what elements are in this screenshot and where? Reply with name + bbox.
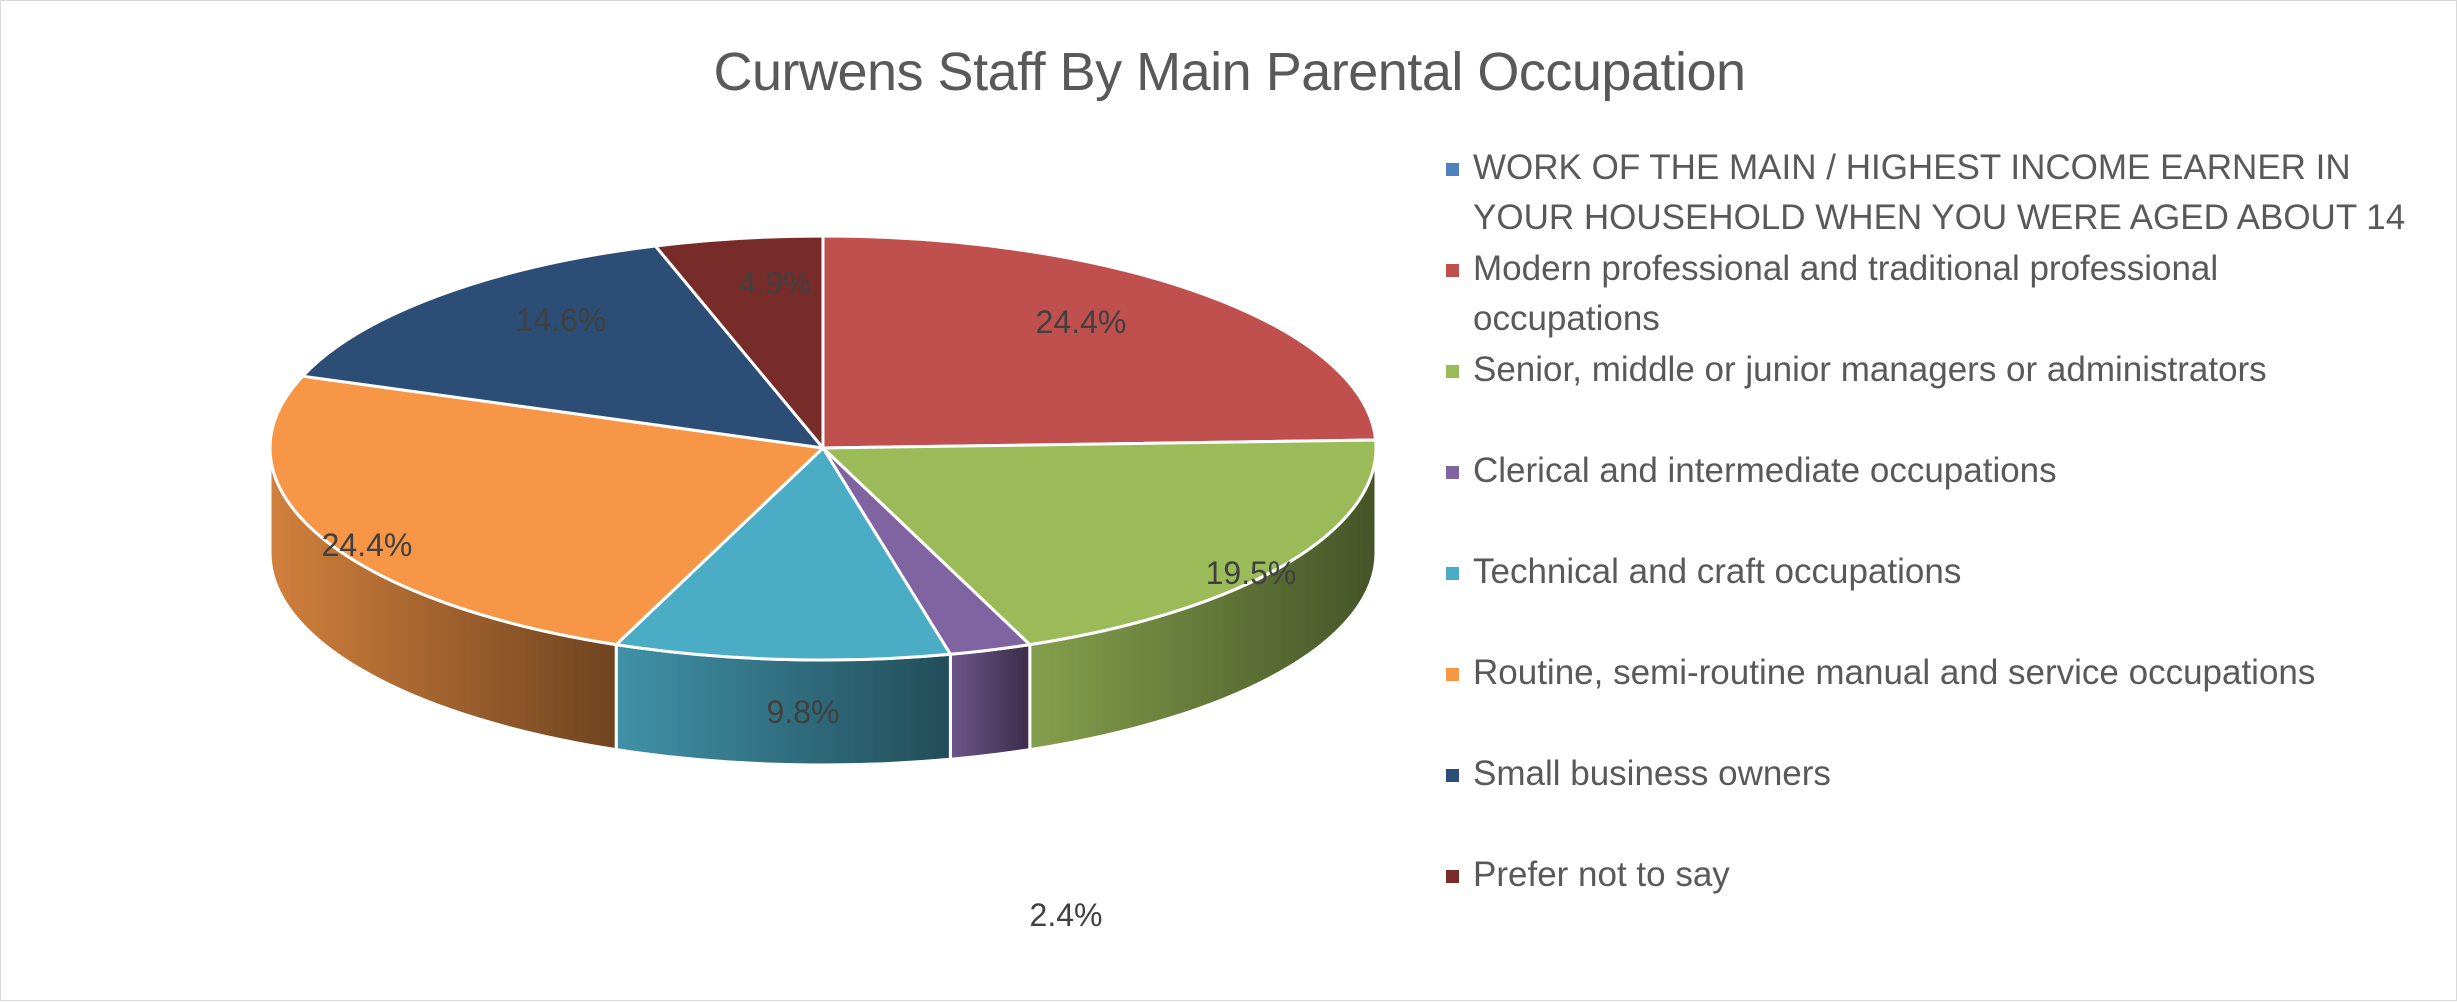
legend-item-prefer-not: Prefer not to say — [1446, 850, 2433, 900]
data-label: 24.4% — [1036, 304, 1127, 340]
legend-label: Technical and craft occupations — [1473, 552, 1962, 591]
legend-swatch-icon — [1446, 466, 1459, 479]
pie-slice[interactable] — [821, 438, 1378, 647]
legend-label: WORK OF THE MAIN / HIGHEST INCOME EARNER… — [1473, 148, 2406, 237]
data-label: 4.9% — [739, 265, 812, 301]
pie-slice[interactable] — [821, 234, 1378, 450]
legend-item-technical: Technical and craft occupations — [1446, 547, 2433, 597]
legend-label: Routine, semi-routine manual and service… — [1473, 653, 2316, 692]
legend-label: Prefer not to say — [1473, 855, 1730, 894]
legend-label: Clerical and intermediate occupations — [1473, 451, 2057, 490]
legend-label: Small business owners — [1473, 754, 1831, 793]
data-label: 24.4% — [322, 527, 413, 563]
data-label: 14.6% — [516, 302, 607, 338]
legend-item-header: WORK OF THE MAIN / HIGHEST INCOME EARNER… — [1446, 143, 2433, 243]
legend-item-managers: Senior, middle or junior managers or adm… — [1446, 345, 2433, 395]
pie-slice[interactable] — [614, 446, 952, 662]
legend-item-routine: Routine, semi-routine manual and service… — [1446, 648, 2433, 698]
legend-item-modern-professional: Modern professional and traditional prof… — [1446, 244, 2353, 344]
legend-item-clerical: Clerical and intermediate occupations — [1446, 446, 2433, 496]
legend-swatch-icon — [1446, 567, 1459, 580]
data-label: 9.8% — [767, 694, 840, 730]
legend-label: Modern professional and traditional prof… — [1473, 249, 2219, 338]
legend-swatch-icon — [1446, 365, 1459, 378]
pie-slice[interactable] — [268, 374, 825, 647]
pie-slice[interactable] — [301, 244, 825, 450]
data-label: 19.5% — [1206, 555, 1297, 591]
legend-swatch-icon — [1446, 870, 1459, 883]
legend-swatch-icon — [1446, 668, 1459, 681]
legend-item-small-business: Small business owners — [1446, 749, 2433, 799]
data-label: 2.4% — [1030, 897, 1103, 933]
legend-swatch-icon — [1446, 163, 1459, 176]
legend-label: Senior, middle or junior managers or adm… — [1473, 350, 2267, 389]
pie-top — [268, 234, 1378, 662]
legend-swatch-icon — [1446, 264, 1459, 277]
pie-slice-side — [948, 642, 1032, 761]
pie-slice[interactable] — [653, 234, 825, 450]
legend-swatch-icon — [1446, 769, 1459, 782]
chart-title: Curwens Staff By Main Parental Occupatio… — [713, 42, 1746, 102]
